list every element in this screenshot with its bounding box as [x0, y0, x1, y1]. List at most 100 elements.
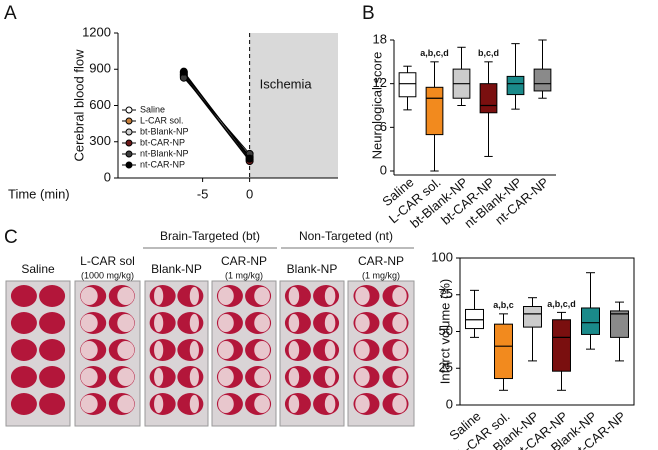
- infarct: [254, 341, 270, 359]
- box: [610, 310, 629, 338]
- legend-label: nt-Blank-NP: [140, 148, 189, 158]
- legend-label: Saline: [140, 104, 165, 114]
- legend-label: bt-Blank-NP: [140, 126, 189, 136]
- y-tick-label: 25: [439, 360, 453, 375]
- brain-slice: [10, 285, 37, 307]
- legend-marker: [125, 117, 133, 125]
- y-tick-label: 12: [373, 75, 387, 90]
- annotation: a,b,c: [493, 300, 514, 310]
- infarct: [288, 341, 300, 359]
- brain-slice: [10, 339, 37, 361]
- box: [552, 319, 571, 372]
- infarct: [117, 314, 135, 332]
- photo-label: L-CAR sol: [80, 254, 135, 268]
- infarct: [218, 314, 234, 332]
- box: [506, 75, 525, 96]
- infarct: [117, 395, 135, 413]
- y-tick-label: 75: [439, 286, 453, 301]
- infarct: [218, 395, 234, 413]
- y-tick-label: 300: [89, 133, 111, 148]
- infarct: [117, 341, 135, 359]
- infarct: [324, 341, 336, 359]
- series-line: [183, 74, 251, 161]
- brain-slice: [39, 366, 66, 388]
- legend-label: nt-CAR-NP: [140, 159, 185, 169]
- shade-region: [249, 33, 338, 178]
- infarct: [117, 287, 135, 305]
- x-tick-label: 0: [246, 186, 253, 201]
- box: [533, 68, 552, 92]
- infarct: [392, 368, 407, 386]
- infarct: [288, 314, 300, 332]
- infarct: [324, 368, 336, 386]
- photo-dose: (1000 mg/kg): [81, 270, 134, 280]
- infarct: [154, 341, 164, 359]
- photo-label: Blank-NP: [151, 262, 202, 276]
- infarct: [288, 368, 300, 386]
- infarct: [189, 368, 199, 386]
- group-label: Brain-Targeted (bt): [160, 229, 260, 243]
- annotation: b,c,d: [478, 48, 499, 58]
- legend-label: L-CAR sol.: [140, 115, 184, 125]
- brain-slice: [10, 366, 37, 388]
- legend-marker: [125, 161, 133, 169]
- infarct: [355, 368, 370, 386]
- infarct: [218, 368, 234, 386]
- photo-dose: (1 mg/kg): [225, 270, 263, 280]
- frame: [459, 257, 635, 406]
- infarct: [80, 287, 98, 305]
- infarct: [392, 395, 407, 413]
- y-tick-label: 0: [104, 169, 111, 184]
- annotation: a,b,c,d: [547, 299, 576, 309]
- panel-label: B: [362, 3, 375, 24]
- infarct: [154, 368, 164, 386]
- infarct: [254, 314, 270, 332]
- legend-marker: [125, 128, 133, 136]
- legend-label: bt-CAR-NP: [140, 137, 185, 147]
- infarct: [324, 395, 336, 413]
- infarct: [154, 395, 164, 413]
- brain-slice: [39, 285, 66, 307]
- box: [479, 83, 498, 114]
- infarct: [355, 314, 370, 332]
- shade-label: Ischemia: [260, 76, 313, 91]
- brain-slice: [39, 312, 66, 334]
- legend-marker: [125, 150, 133, 158]
- infarct: [117, 368, 135, 386]
- photo-label: Saline: [21, 262, 55, 276]
- y-tick-label: 50: [439, 323, 453, 338]
- y-axis-label: Infarct volume (%): [437, 279, 452, 384]
- box: [494, 323, 513, 380]
- infarct: [288, 287, 300, 305]
- legend-marker: [125, 139, 133, 147]
- infarct: [392, 314, 407, 332]
- y-axis-label: Neurological score: [369, 52, 384, 160]
- legend-marker: [125, 106, 133, 114]
- y-axis-label: Cerebral blood flow: [71, 49, 86, 162]
- infarct: [254, 287, 270, 305]
- infarct: [154, 314, 164, 332]
- infarct: [189, 395, 199, 413]
- photo-dose: (1 mg/kg): [362, 270, 400, 280]
- infarct: [254, 368, 270, 386]
- infarct: [324, 314, 336, 332]
- infarct: [80, 395, 98, 413]
- infarct: [218, 341, 234, 359]
- box: [398, 72, 417, 98]
- y-tick-label: 900: [89, 61, 111, 76]
- panel-label: A: [4, 3, 17, 24]
- y-tick-label: 6: [380, 119, 387, 134]
- point: [245, 154, 254, 163]
- infarct: [80, 341, 98, 359]
- infarct: [288, 395, 300, 413]
- infarct: [189, 314, 199, 332]
- y-tick-label: 1200: [82, 24, 111, 39]
- infarct: [392, 341, 407, 359]
- photo-label: CAR-NP: [221, 254, 267, 268]
- x-tick-label: -5: [197, 186, 209, 201]
- y-tick-label: 0: [446, 396, 453, 411]
- infarct: [80, 314, 98, 332]
- infarct: [154, 287, 164, 305]
